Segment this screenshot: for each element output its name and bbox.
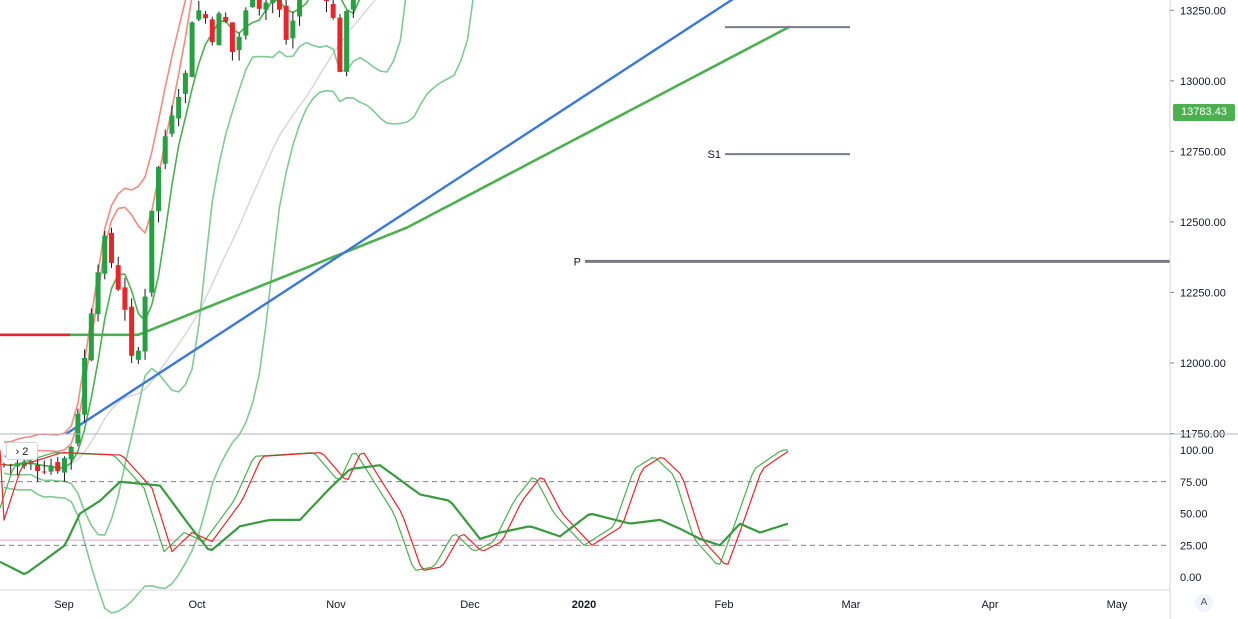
candle-body <box>75 413 81 444</box>
candle-body <box>122 287 128 310</box>
candle-body <box>223 16 229 22</box>
pane-toggle-button[interactable]: › 2 <box>6 442 38 460</box>
candle-body <box>229 22 235 53</box>
candle-body <box>337 17 343 72</box>
pivot-levels: R1PR1S1R1S1 <box>574 26 1170 268</box>
oscillator-pane[interactable]: 100.00 75.00 50.00 25.00 0.00 <box>0 445 1214 584</box>
price-grid: 14500.0014250.0014000.0013750.0013500.00… <box>1170 5 1226 441</box>
candle-body <box>135 350 141 360</box>
candle-body <box>142 296 148 352</box>
candle-body <box>290 20 296 39</box>
candle-body <box>203 14 209 19</box>
candle-body <box>8 464 14 466</box>
candle-body <box>35 465 41 471</box>
candle-body <box>236 36 242 51</box>
oscillator-slow-line <box>0 464 789 576</box>
price-tick-label: 12750.00 <box>1180 146 1226 158</box>
price-tick-label: 12000.00 <box>1180 358 1226 370</box>
candle-body <box>350 0 356 10</box>
lower-band-outer <box>3 0 474 614</box>
candle-body <box>115 265 121 290</box>
oscillator-d-line <box>0 449 789 571</box>
price-tick-label: 13000.00 <box>1180 76 1226 88</box>
candle-body <box>55 462 61 472</box>
gray-moving-average <box>3 0 376 468</box>
candle-body <box>162 136 168 164</box>
price-tick-label: 11750.00 <box>1180 429 1225 441</box>
pivot-level-label: P <box>574 256 581 268</box>
candle-body <box>297 0 303 17</box>
candle-body <box>189 22 195 77</box>
candle-body <box>102 235 108 274</box>
candle-body <box>149 210 155 293</box>
candle-body <box>243 10 249 36</box>
candle-body <box>108 232 114 263</box>
candle-body <box>82 357 88 415</box>
price-tick-label: 12250.00 <box>1180 287 1226 299</box>
oscillator-tick-label: 75.00 <box>1180 477 1208 489</box>
candle-body <box>270 0 276 4</box>
oscillator-series <box>0 449 789 576</box>
candle-body <box>330 4 336 18</box>
candle-body <box>344 10 350 72</box>
trend-line <box>65 0 734 436</box>
candle-body <box>196 10 202 20</box>
candle-body <box>1 464 7 466</box>
x-tick-label: Nov <box>326 599 346 611</box>
chevron-right-icon: › <box>15 446 20 458</box>
candle-body <box>95 272 101 315</box>
pivot-level-label: S1 <box>708 149 721 161</box>
x-tick-label: May <box>1107 599 1128 611</box>
x-tick-label: Feb <box>715 599 734 611</box>
oscillator-tick-label: 100.00 <box>1180 445 1214 457</box>
x-tick-label: 2020 <box>572 599 596 611</box>
candle-body <box>176 96 182 119</box>
candle-body <box>182 73 188 94</box>
candle-body <box>48 466 54 472</box>
long-moving-average <box>4 25 791 337</box>
candle-body <box>256 0 262 9</box>
pane-number: 2 <box>22 446 29 458</box>
candle-body <box>61 458 67 473</box>
x-tick-label: Sep <box>54 599 74 611</box>
x-tick-label: Dec <box>460 599 480 611</box>
oscillator-k-line <box>0 449 788 571</box>
candle-body <box>250 0 256 8</box>
price-series <box>0 0 791 614</box>
x-tick-label: Apr <box>981 599 998 611</box>
upper-band-inner <box>3 0 193 458</box>
candle-body <box>263 2 269 10</box>
candle-body <box>209 19 215 43</box>
price-tick-label: 12500.00 <box>1180 217 1226 229</box>
candle-body <box>323 0 329 2</box>
auto-scale-button[interactable]: A <box>1195 594 1213 612</box>
candle-body <box>129 306 135 356</box>
oscillator-tick-label: 25.00 <box>1180 540 1208 552</box>
oscillator-tick-label: 0.00 <box>1180 572 1201 584</box>
oscillator-tick-label: 50.00 <box>1180 509 1208 521</box>
candle-body <box>169 115 175 134</box>
upper-band-outer <box>3 0 187 443</box>
candle-body <box>216 13 222 46</box>
x-tick-label: Mar <box>842 599 861 611</box>
candle-body <box>283 5 289 40</box>
candles <box>1 0 356 482</box>
candle-body <box>88 313 94 361</box>
candle-body <box>276 0 282 10</box>
last-price-badge: 13783.43 <box>1173 104 1235 121</box>
x-tick-label: Oct <box>188 599 205 611</box>
lower-band-inner <box>3 0 407 536</box>
candle-body <box>156 166 162 212</box>
candle-body <box>41 471 47 473</box>
price-tick-label: 13250.00 <box>1180 5 1226 17</box>
fast-moving-average <box>3 0 361 470</box>
